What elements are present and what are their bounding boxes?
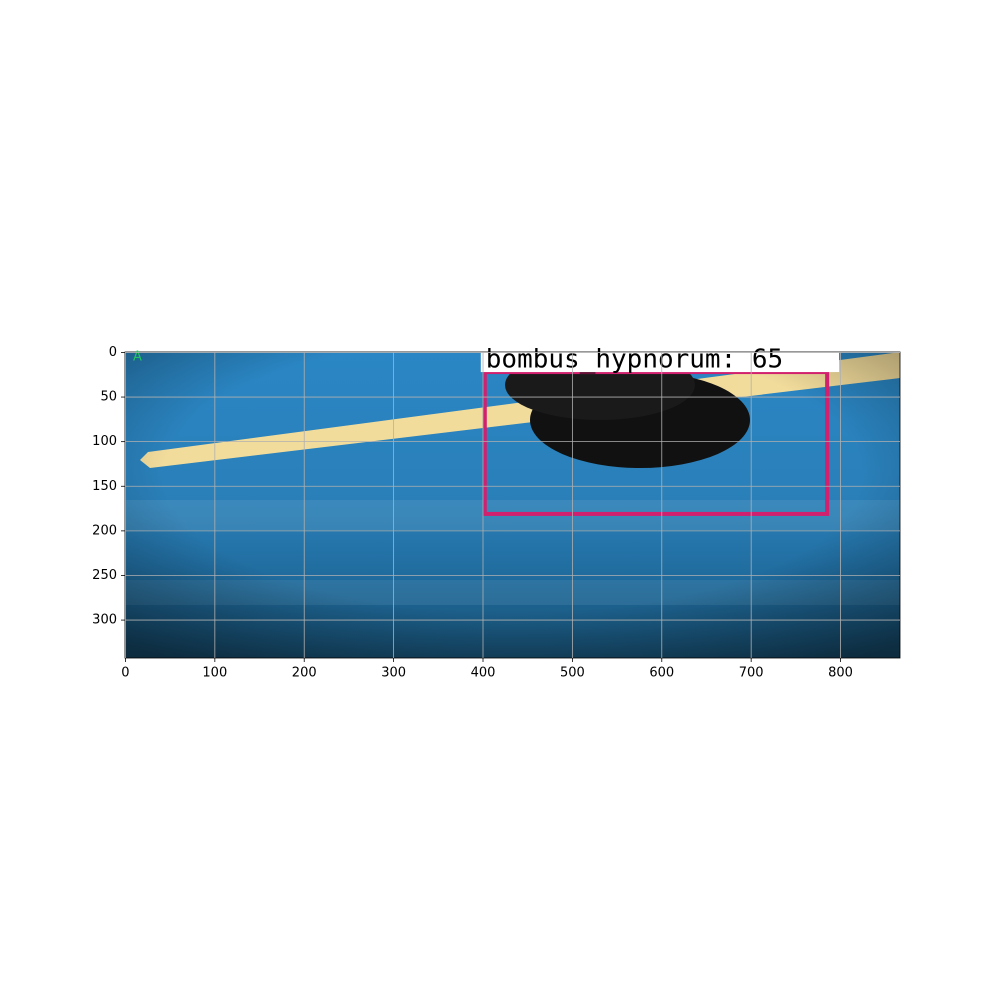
label-background bbox=[480, 352, 840, 373]
x-tick-label: 400 bbox=[471, 666, 496, 681]
box-label: bombus_hypnorum: 65 bbox=[486, 345, 783, 375]
y-tick-label: 100 bbox=[92, 434, 117, 449]
x-tick-label: 700 bbox=[739, 666, 764, 681]
x-tick-label: 600 bbox=[649, 666, 674, 681]
photo bbox=[125, 352, 900, 658]
x-tick-label: 800 bbox=[828, 666, 853, 681]
corner-label: A bbox=[133, 350, 142, 365]
x-tick-label: 200 bbox=[292, 666, 317, 681]
y-tick-label: 50 bbox=[100, 390, 117, 405]
y-tick-label: 300 bbox=[92, 613, 117, 628]
x-tick-label: 100 bbox=[202, 666, 227, 681]
y-tick-label: 0 bbox=[109, 345, 117, 360]
y-tick-label: 200 bbox=[92, 523, 117, 538]
y-tick-label: 250 bbox=[92, 568, 117, 583]
x-tick-label: 0 bbox=[121, 666, 129, 681]
y-tick-label: 150 bbox=[92, 479, 117, 494]
x-tick-label: 500 bbox=[560, 666, 585, 681]
x-tick-label: 300 bbox=[381, 666, 406, 681]
